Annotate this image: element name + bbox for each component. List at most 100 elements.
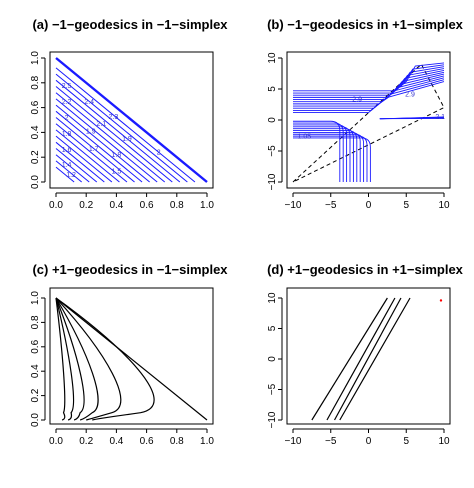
geodesic-line	[333, 297, 402, 421]
geodesic-line	[339, 297, 411, 421]
panel-b-axes: −10 −5 0 5 10 −10 −5 0 5 10	[267, 52, 450, 211]
contour-line	[55, 86, 173, 183]
contour-label: 2.3	[109, 114, 119, 121]
panel-a-axes: 0.0 0.2 0.4 0.6 0.8 1.0 0.0 0.2 0.4 0.6 0.8 1.0	[30, 51, 214, 211]
contour-line	[293, 62, 445, 92]
y-tick-label: 0.8	[30, 315, 41, 329]
y-tick-label: 10	[267, 52, 278, 64]
contour-label: 2	[157, 150, 161, 157]
y-tick-label: 5	[267, 325, 278, 331]
simplex-boundary	[292, 63, 445, 183]
contour-line	[55, 110, 143, 183]
contour-line	[55, 160, 82, 183]
x-tick-label: −5	[325, 436, 337, 447]
y-tick-label: −10	[267, 173, 278, 190]
contour-line	[293, 135, 368, 182]
x-tick-label: −5	[325, 200, 337, 211]
panel-d-axes: −10 −5 0 5 10 −10 −5 0 5 10	[267, 292, 450, 447]
contour-line	[55, 141, 105, 183]
panel-a: (a) −1−geodesics in −1−simplex 2.5 2.2 2.4…	[30, 17, 228, 211]
x-tick-label: 1.0	[200, 436, 214, 447]
contour-line	[55, 154, 90, 183]
geodesic-line	[311, 297, 388, 421]
contour-line	[55, 166, 75, 183]
geodesic-curve	[55, 297, 99, 421]
panel-a-title: (a) −1−geodesics in −1−simplex	[32, 17, 228, 32]
panel-c-frame	[49, 287, 214, 425]
geodesic-curve	[55, 297, 155, 421]
geodesic-curve	[55, 297, 66, 421]
contour-label: 1.8	[112, 152, 122, 159]
y-tick-label: −5	[267, 383, 278, 395]
x-tick-label: 0.4	[109, 436, 123, 447]
contour-line	[55, 67, 196, 183]
contour-line	[55, 148, 98, 183]
x-tick-label: 0.2	[79, 436, 93, 447]
y-tick-label: 0.2	[30, 388, 41, 402]
y-tick-label: 1.0	[30, 291, 41, 305]
contour-label: 1.6	[62, 147, 72, 154]
y-tick-label: 0	[267, 356, 278, 362]
contour-label: 1.9	[122, 136, 132, 143]
contour-label: 2.1	[435, 114, 445, 121]
contour-label: 2.4	[84, 99, 94, 106]
x-tick-label: 10	[438, 436, 450, 447]
contour-label: 2	[65, 115, 69, 122]
x-tick-label: −10	[285, 200, 302, 211]
panel-b-title: (b) −1−geodesics in +1−simplex	[267, 17, 464, 32]
contour-line	[293, 64, 445, 94]
contour-line	[55, 123, 128, 183]
panel-c-marks	[55, 297, 208, 421]
y-tick-label: 0.6	[30, 100, 41, 114]
contour-line	[55, 73, 188, 183]
x-tick-label: 5	[403, 436, 409, 447]
contour-label: 2.5	[62, 83, 72, 90]
x-tick-label: 0.0	[49, 200, 63, 211]
contour-line	[55, 104, 150, 183]
x-tick-label: 0.4	[109, 200, 123, 211]
x-tick-label: 0.6	[140, 436, 154, 447]
y-tick-label: 0.4	[30, 364, 41, 378]
contour-label: 1.4	[62, 162, 72, 169]
contour-label: 2.1	[96, 121, 106, 128]
panel-b: (b) −1−geodesics in +1−simplex 2.9 2.9 2.1…	[267, 17, 464, 211]
panel-d-marks	[311, 297, 443, 421]
x-tick-label: 0	[366, 436, 372, 447]
contour-label: 1.8	[62, 131, 72, 138]
y-tick-label: 0.0	[30, 175, 41, 189]
contour-line	[55, 129, 120, 183]
contour-label: 1.9	[86, 129, 96, 136]
contour-line	[293, 137, 371, 182]
contour-line	[55, 98, 158, 183]
contour-label: 1.5	[112, 168, 122, 175]
contour-label: 1.2	[66, 172, 76, 179]
red-marker	[439, 299, 443, 302]
y-tick-label: 5	[267, 86, 278, 92]
x-tick-label: −10	[285, 436, 302, 447]
y-tick-label: 1.0	[30, 51, 41, 65]
panel-d-title: (d) +1−geodesics in +1−simplex	[267, 262, 464, 277]
y-tick-label: 0.6	[30, 339, 41, 353]
panel-d: (d) +1−geodesics in +1−simplex −10 −5 0 5 10…	[267, 262, 464, 447]
y-tick-label: 10	[267, 292, 278, 304]
panel-c: (c) +1−geodesics in −1−simplex 0.0 0.2 0.4…	[30, 262, 228, 447]
contour-label: 1.05	[298, 134, 312, 141]
x-tick-label: 0.6	[140, 200, 154, 211]
x-tick-label: 0.2	[79, 200, 93, 211]
x-tick-label: 0	[366, 200, 372, 211]
y-tick-label: 0.2	[30, 150, 41, 164]
simplex-edge-line	[55, 297, 208, 421]
y-tick-label: 0	[267, 117, 278, 123]
geodesic-curve	[55, 297, 122, 421]
y-tick-label: 0.4	[30, 125, 41, 139]
y-tick-label: −10	[267, 411, 278, 428]
x-tick-label: 0.8	[170, 200, 184, 211]
panel-b-frame	[286, 51, 451, 189]
contour-line	[55, 79, 181, 183]
panel-b-marks: 2.9 2.9 2.1 1.05	[292, 62, 445, 183]
y-tick-label: 0.8	[30, 75, 41, 89]
x-tick-label: 10	[438, 200, 450, 211]
geodesic-curve	[55, 297, 85, 421]
geodesic-line	[326, 297, 396, 421]
